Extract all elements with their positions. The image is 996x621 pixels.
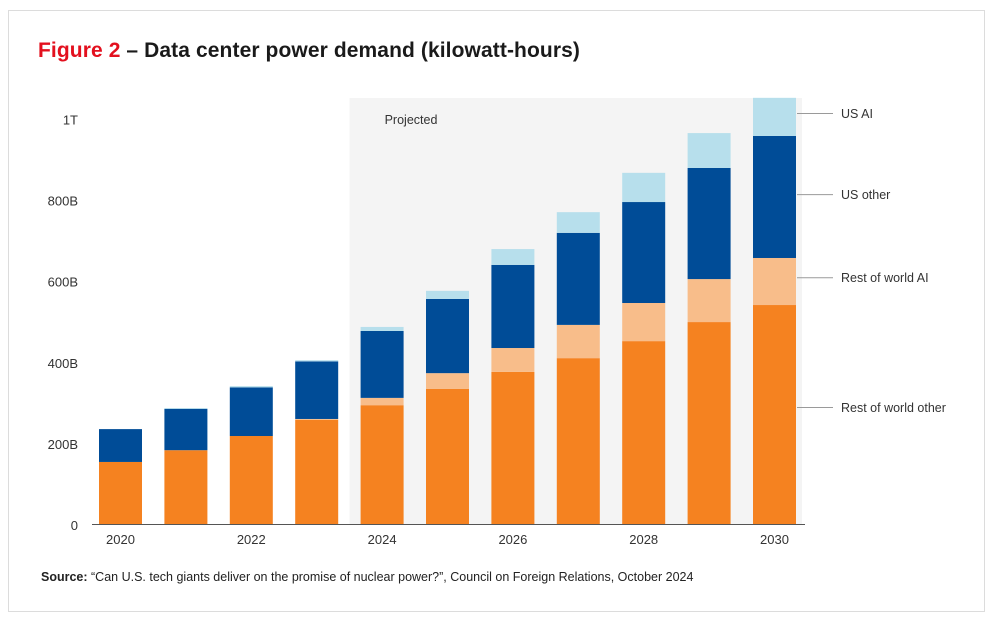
bar-group-2024	[360, 326, 404, 524]
bar-segment-rest-of-world-other	[622, 341, 666, 524]
bar-segment-us-ai	[229, 386, 273, 388]
y-tick-label: 0	[71, 518, 78, 533]
x-tick-label: 2026	[498, 532, 527, 547]
bar-segment-us-ai	[556, 212, 600, 233]
bar-segment-us-other	[99, 429, 142, 462]
y-tick-label: 200B	[48, 437, 78, 452]
bar-segment-rest-of-world-other	[753, 305, 796, 524]
bar-segment-us-ai	[687, 133, 731, 168]
legend-label: US AI	[841, 107, 873, 121]
bar-group-2030	[753, 97, 796, 524]
bar-segment-rest-of-world-ai	[360, 397, 404, 406]
legend-item-us-other: US other	[797, 188, 890, 202]
bar-segment-rest-of-world-other	[99, 461, 142, 524]
bar-segment-us-other	[491, 264, 535, 349]
legend: US AI US other Rest of world AI Rest of wor…	[797, 107, 946, 415]
bar-segment-rest-of-world-ai	[622, 303, 666, 342]
bar-segment-rest-of-world-other	[556, 358, 600, 524]
bar-segment-us-other	[426, 298, 469, 374]
bar-segment-us-ai	[164, 408, 208, 409]
figure-label: Figure 2	[38, 39, 121, 62]
bar-segment-rest-of-world-other	[360, 405, 404, 524]
legend-label: US other	[841, 188, 890, 202]
x-tick-label: 2020	[106, 532, 135, 547]
y-tick-label: 600B	[48, 275, 78, 290]
bar-group-2027	[556, 212, 600, 524]
x-tick-label: 2024	[368, 532, 397, 547]
bar-group-2025	[426, 290, 469, 524]
bar-group-2021	[164, 408, 208, 524]
projected-label: Projected	[385, 113, 438, 127]
bars	[99, 97, 796, 524]
y-axis-ticks: 0 200B 400B 600B 800B 1T	[48, 113, 78, 534]
y-tick-label: 1T	[63, 113, 78, 128]
bar-segment-rest-of-world-ai	[753, 257, 796, 306]
bar-segment-rest-of-world-ai	[491, 348, 535, 372]
legend-label: Rest of world AI	[841, 271, 929, 285]
bar-segment-rest-of-world-other	[164, 450, 208, 524]
figure-title: Figure 2 – Data center power demand (kil…	[38, 39, 580, 63]
bar-segment-rest-of-world-other	[491, 371, 535, 524]
bar-segment-us-other	[360, 330, 404, 398]
bar-group-2029	[687, 133, 731, 524]
x-tick-label: 2030	[760, 532, 789, 547]
bar-segment-rest-of-world-ai	[426, 373, 469, 389]
bar-segment-rest-of-world-ai	[295, 418, 339, 420]
y-tick-label: 800B	[48, 194, 78, 209]
bar-group-2026	[491, 249, 535, 524]
bar-segment-us-other	[556, 232, 600, 325]
bar-segment-rest-of-world-other	[229, 436, 273, 524]
legend-item-rest-of-world-ai: Rest of world AI	[797, 271, 929, 285]
bar-segment-us-ai	[426, 290, 469, 299]
y-tick-label: 400B	[48, 356, 78, 371]
source-note: Source: “Can U.S. tech giants deliver on…	[41, 570, 693, 584]
bar-segment-rest-of-world-other	[426, 388, 469, 524]
bar-group-2028	[622, 172, 666, 524]
bar-segment-us-ai	[622, 172, 666, 203]
bar-segment-us-ai	[491, 249, 535, 265]
bar-group-2023	[295, 360, 339, 524]
bar-segment-rest-of-world-other	[687, 322, 731, 524]
legend-item-rest-of-world-other: Rest of world other	[797, 401, 946, 415]
figure-title-text: – Data center power demand (kilowatt-hou…	[120, 39, 580, 62]
bar-segment-us-ai	[360, 326, 404, 331]
bar-segment-us-ai	[753, 97, 796, 136]
source-label: Source:	[41, 570, 88, 584]
bar-segment-us-other	[687, 167, 731, 280]
bar-segment-us-other	[753, 135, 796, 258]
bar-segment-us-ai	[295, 360, 339, 362]
x-axis-ticks: 2020 2022 2024 2026 2028 2030	[106, 532, 789, 547]
bar-group-2022	[229, 386, 273, 524]
source-text: “Can U.S. tech giants deliver on the pro…	[87, 570, 694, 584]
x-tick-label: 2028	[629, 532, 658, 547]
bar-segment-us-other	[229, 387, 273, 437]
bar-segment-us-other	[622, 202, 666, 304]
x-tick-label: 2022	[237, 532, 266, 547]
bar-segment-us-other	[295, 361, 339, 419]
bar-segment-rest-of-world-ai	[556, 324, 600, 359]
bar-segment-rest-of-world-ai	[687, 279, 731, 323]
bar-segment-us-other	[164, 408, 208, 451]
bar-group-2020	[99, 429, 142, 524]
bar-segment-rest-of-world-other	[295, 419, 339, 524]
legend-label: Rest of world other	[841, 401, 946, 415]
legend-item-us-ai: US AI	[797, 107, 873, 121]
